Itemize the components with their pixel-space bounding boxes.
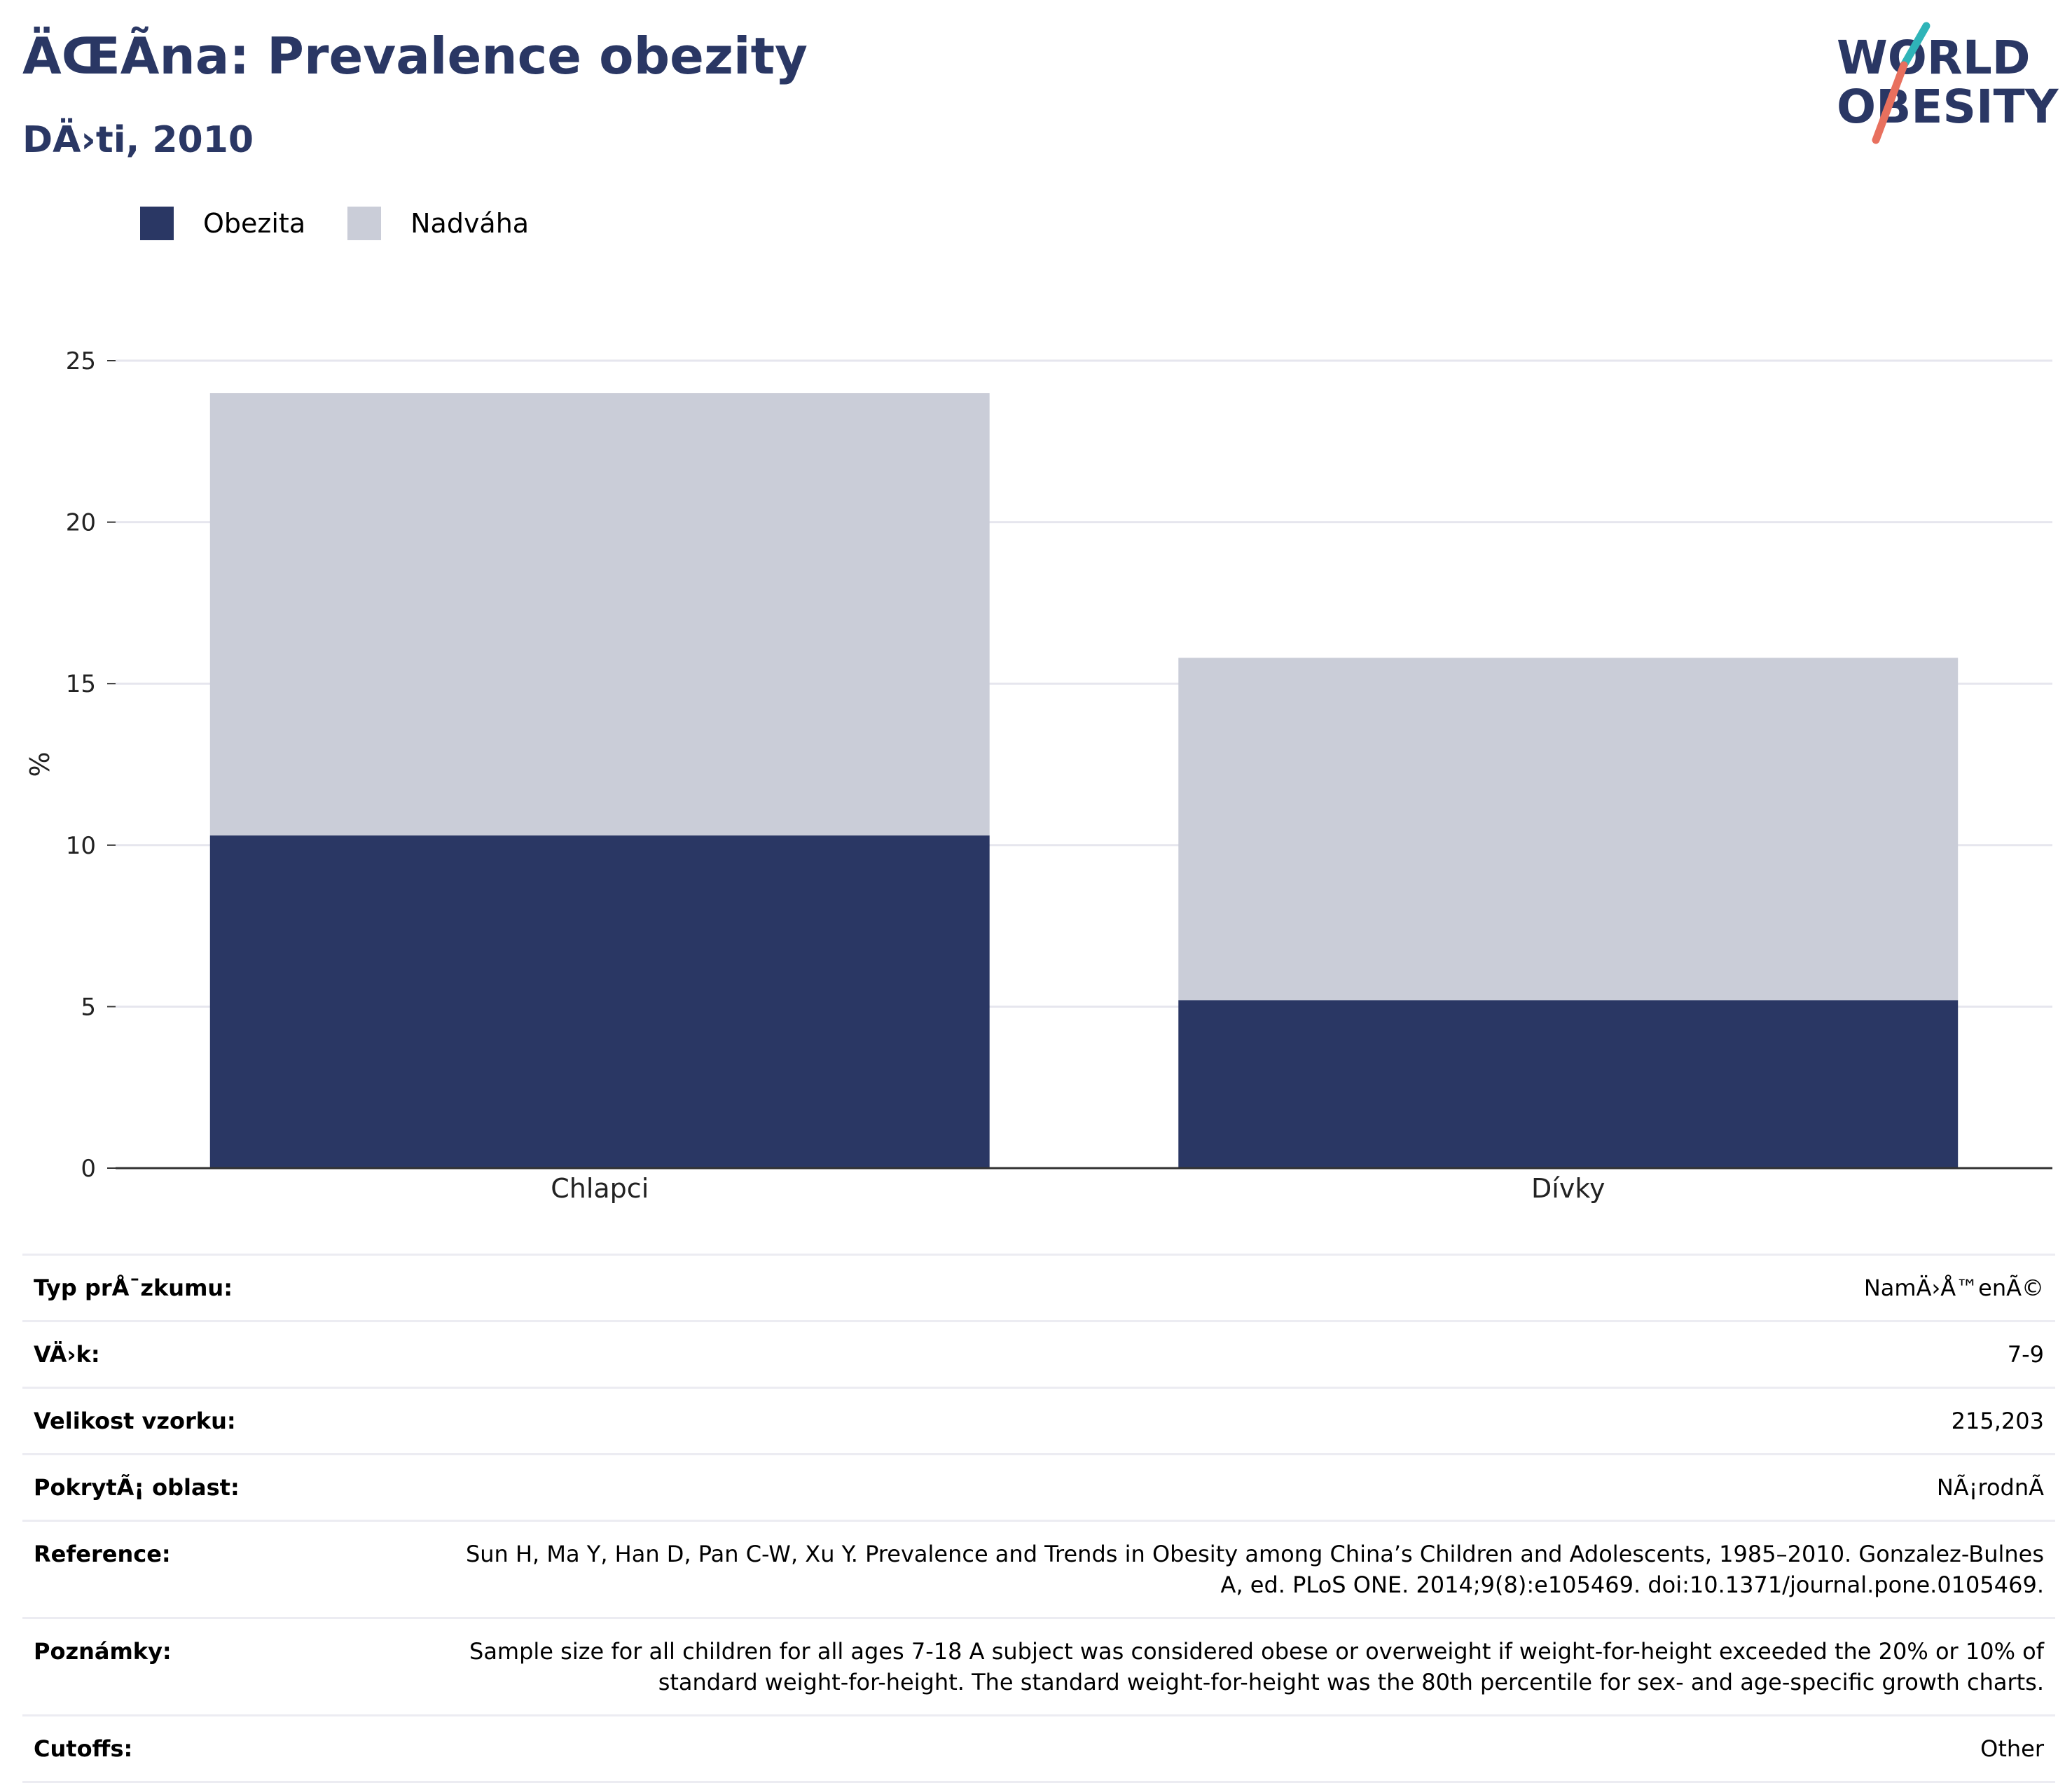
bar-obesity-1[interactable] <box>1178 1000 1959 1168</box>
info-value: Sun H, Ma Y, Han D, Pan C-W, Xu Y. Preva… <box>465 1541 2044 1598</box>
y-tick-label: 15 <box>66 670 96 698</box>
world-obesity-logo: WORLD OBESITY <box>1837 22 2059 144</box>
info-label: Typ prÅ¯zkumu: <box>34 1275 233 1301</box>
y-tick-label: 10 <box>66 832 96 860</box>
legend-swatch-obesity <box>140 207 174 240</box>
y-tick-label: 20 <box>66 509 96 537</box>
info-row: Cutoffs: Other <box>22 1715 2055 1782</box>
logo-word-2: OBESITY <box>1837 80 2059 134</box>
chart-title: ÄŒÃ­na: Prevalence obezity <box>22 27 808 85</box>
info-label: Poznámky: <box>34 1638 172 1665</box>
axes: 0 5 10 15 20 25% Chlapci Dívky <box>25 347 2052 1204</box>
info-row: Reference: Sun H, Ma Y, Han D, Pan C-W, X… <box>22 1520 2055 1618</box>
y-axis-title: % <box>25 751 55 777</box>
bar-overweight-1[interactable] <box>1178 658 1959 1001</box>
info-row: Velikost vzorku: 215,203 <box>22 1387 2055 1455</box>
info-row: Typ prÅ¯zkumu: NamÄ›Å™enÃ© <box>22 1254 2055 1321</box>
info-value: 7-9 <box>2007 1341 2044 1368</box>
x-tick-label: Chlapci <box>551 1173 649 1204</box>
legend-label-obesity: Obezita <box>203 208 306 239</box>
stacked-bar-chart: 0 5 10 15 20 25% Chlapci Dívky <box>25 347 2052 1204</box>
info-row: VÄ›k: 7-9 <box>22 1321 2055 1388</box>
bars <box>209 393 1959 1168</box>
legend-label-overweight: Nadváha <box>410 208 530 239</box>
legend-item-overweight[interactable]: Nadváha <box>347 207 529 240</box>
info-value: NamÄ›Å™enÃ© <box>1863 1275 2044 1301</box>
y-tick-label: 5 <box>81 993 96 1021</box>
info-label: VÄ›k: <box>34 1341 100 1368</box>
bar-overweight-0[interactable] <box>209 393 990 835</box>
info-value: NÃ¡rodnÃ­ <box>1936 1474 2044 1501</box>
info-label: PokrytÃ¡ oblast: <box>34 1474 240 1501</box>
y-tick-label: 0 <box>81 1155 96 1183</box>
info-value: 215,203 <box>1951 1408 2044 1434</box>
info-label: Velikost vzorku: <box>34 1408 236 1434</box>
bar-obesity-0[interactable] <box>209 835 990 1168</box>
info-row: PokrytÃ¡ oblast: NÃ¡rodnÃ­ <box>22 1454 2055 1521</box>
info-row: Poznámky: Sample size for all children fo… <box>22 1618 2055 1716</box>
logo-slash-teal <box>1900 22 1931 69</box>
chart-subtitle: DÄ›ti, 2010 <box>22 119 254 161</box>
info-label: Reference: <box>34 1541 171 1567</box>
info-label: Cutoffs: <box>34 1735 133 1762</box>
logo-word-1: WORLD <box>1837 31 2031 85</box>
info-value: Sample size for all children for all age… <box>469 1638 2044 1695</box>
logo-slash-coral <box>1872 61 1908 144</box>
legend-swatch-overweight <box>347 207 382 240</box>
survey-info-table: Typ prÅ¯zkumu: NamÄ›Å™enÃ© VÄ›k: 7-9 Velikos… <box>22 1254 2055 1783</box>
legend-item-obesity[interactable]: Obezita <box>140 207 305 240</box>
chart-legend: Obezita Nadváha <box>140 207 571 240</box>
x-tick-label: Dívky <box>1531 1173 1605 1204</box>
y-tick-label: 25 <box>66 347 96 375</box>
info-value: Other <box>1980 1735 2044 1762</box>
